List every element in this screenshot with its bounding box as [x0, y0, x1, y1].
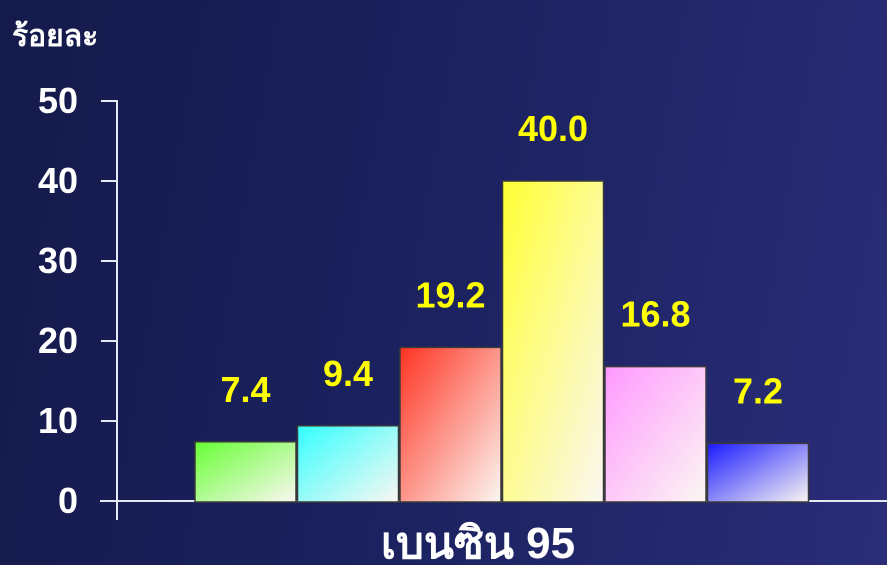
y-tick-label-3: 30 — [38, 240, 78, 281]
bar-2 — [399, 346, 502, 503]
data-label-1: 9.4 — [323, 353, 373, 394]
bars — [194, 180, 810, 503]
data-label-0: 7.4 — [220, 369, 270, 410]
bar-0 — [194, 441, 297, 503]
y-tick-label-2: 20 — [38, 320, 78, 361]
y-tick-label-0: 0 — [58, 480, 78, 521]
y-ticks: 0 10 20 30 40 50 — [38, 80, 117, 521]
bar-1 — [296, 425, 400, 503]
data-label-5: 7.2 — [733, 370, 783, 411]
bar-4 — [604, 365, 707, 503]
data-label-2: 19.2 — [415, 274, 485, 315]
data-label-3: 40.0 — [518, 108, 588, 149]
y-tick-label-4: 40 — [38, 160, 78, 201]
data-label-4: 16.8 — [620, 294, 690, 335]
y-axis-label: ร้อยละ — [12, 20, 98, 53]
y-tick-label-1: 10 — [38, 400, 78, 441]
data-labels: 7.4 9.4 19.2 40.0 16.8 7.2 — [220, 108, 783, 411]
bar-5 — [706, 442, 810, 503]
x-axis-label: เบนซิน 95 — [381, 519, 575, 565]
y-tick-label-5: 50 — [38, 80, 78, 121]
bar-3 — [501, 180, 605, 503]
